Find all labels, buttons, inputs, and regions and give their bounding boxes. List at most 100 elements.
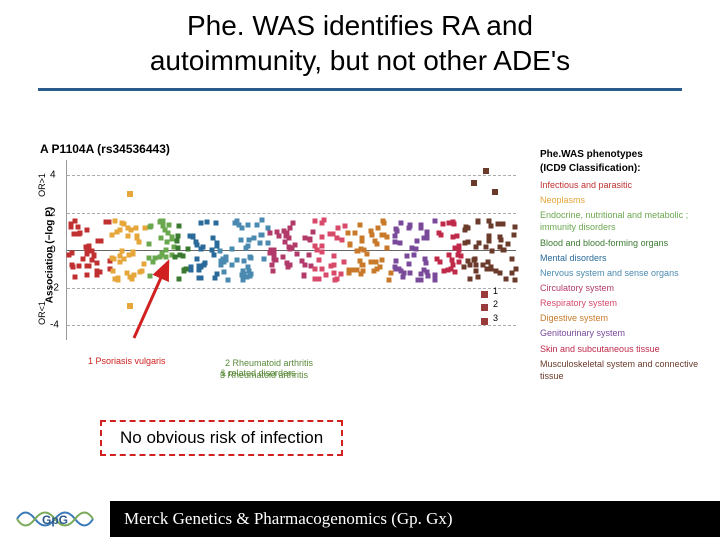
data-point: [124, 271, 129, 276]
legend-item: Nervous system and sense organs: [540, 267, 710, 279]
data-point: [149, 224, 154, 229]
data-point: [175, 246, 180, 251]
data-point: [488, 223, 493, 228]
legend-num-marker: [481, 318, 488, 325]
data-point: [224, 258, 229, 263]
data-point: [338, 272, 343, 277]
data-point: [340, 238, 345, 243]
footer-bar: Merck Genetics & Pharmacogenomics (Gp. G…: [110, 501, 720, 537]
data-point: [195, 242, 200, 247]
data-point: [384, 234, 389, 239]
legend-item: Skin and subcutaneous tissue: [540, 343, 710, 355]
y-tick: 2: [50, 207, 56, 218]
footer-text: Merck Genetics & Pharmacogenomics (Gp. G…: [124, 509, 453, 529]
data-point: [239, 237, 244, 242]
grid-line: [67, 213, 516, 214]
data-point: [454, 233, 459, 238]
data-point: [467, 277, 472, 282]
data-point: [169, 234, 174, 239]
data-point: [214, 221, 219, 226]
data-point: [334, 236, 339, 241]
data-point: [133, 225, 138, 230]
data-point: [135, 236, 140, 241]
data-point: [342, 224, 347, 229]
y-sublabel-top: OR>1: [37, 173, 47, 197]
data-point: [413, 247, 418, 252]
data-point: [190, 235, 195, 240]
data-point: [336, 225, 341, 230]
data-point: [415, 239, 420, 244]
legend-num-label: 2: [493, 299, 498, 309]
data-point: [453, 245, 458, 250]
data-point: [331, 270, 336, 275]
data-point: [258, 241, 263, 246]
data-point: [103, 219, 108, 224]
data-point: [158, 218, 163, 223]
data-point: [488, 266, 493, 271]
data-point: [218, 263, 223, 268]
data-point: [86, 263, 91, 268]
data-point: [203, 261, 208, 266]
data-point-outlier: [127, 303, 133, 309]
data-point: [490, 248, 495, 253]
data-point: [129, 228, 134, 233]
data-point: [388, 271, 393, 276]
data-point: [446, 221, 451, 226]
annotation-1: 1 Psoriasis vulgaris: [88, 356, 166, 366]
data-point: [259, 218, 264, 223]
callout-box: No obvious risk of infection: [100, 420, 343, 456]
data-point: [175, 238, 180, 243]
data-point: [324, 272, 329, 277]
data-point: [241, 259, 246, 264]
data-point-outlier: [483, 168, 489, 174]
data-point: [147, 255, 152, 260]
data-point: [498, 271, 503, 276]
legend-item: Neoplasms: [540, 194, 710, 206]
data-point: [85, 251, 90, 256]
data-point: [301, 272, 306, 277]
data-point: [118, 228, 123, 233]
data-point: [189, 265, 194, 270]
data-point: [211, 253, 216, 258]
panel-label: A P1104A (rs34536443): [40, 142, 170, 156]
data-point: [77, 232, 82, 237]
data-point: [396, 266, 401, 271]
data-point: [75, 224, 80, 229]
data-point: [424, 261, 429, 266]
data-point: [319, 267, 324, 272]
legend: Phe.WAS phenotypes (ICD9 Classification)…: [540, 148, 710, 385]
y-tick: 4: [50, 170, 56, 181]
data-point: [283, 240, 288, 245]
y-sublabel-bot: OR<1: [37, 301, 47, 325]
data-point: [215, 240, 220, 245]
data-point: [510, 270, 515, 275]
data-point: [71, 264, 76, 269]
data-point: [313, 267, 318, 272]
data-point: [251, 235, 256, 240]
data-point: [293, 242, 298, 247]
svg-text:GpG: GpG: [42, 513, 68, 527]
data-point: [483, 245, 488, 250]
legend-item: Mental disorders: [540, 252, 710, 264]
data-point: [360, 262, 365, 267]
data-point: [510, 257, 515, 262]
data-point: [95, 261, 100, 266]
data-point: [271, 251, 276, 256]
legend-item: Musculoskeletal system and connective ti…: [540, 358, 710, 382]
data-point: [312, 219, 317, 224]
data-point: [110, 232, 115, 237]
data-point: [85, 272, 90, 277]
data-point: [84, 227, 89, 232]
data-point: [211, 235, 216, 240]
data-point: [213, 276, 218, 281]
data-point: [113, 218, 118, 223]
data-point: [372, 269, 377, 274]
data-point: [393, 234, 398, 239]
data-point: [259, 232, 264, 237]
data-point: [122, 222, 127, 227]
data-point: [406, 261, 411, 266]
data-point: [159, 235, 164, 240]
legend-item: Blood and blood-forming organs: [540, 237, 710, 249]
data-point: [456, 252, 461, 257]
data-point: [115, 277, 120, 282]
